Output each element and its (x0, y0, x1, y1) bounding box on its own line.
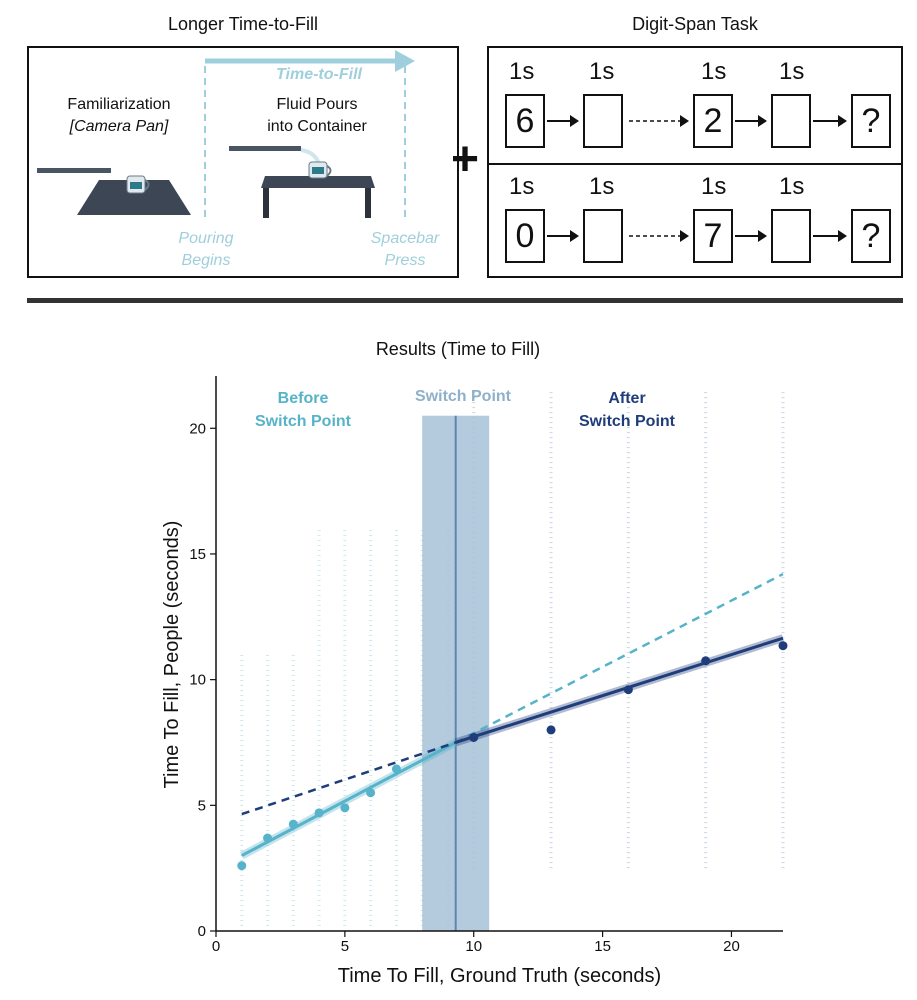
blank-digit-box (583, 209, 623, 263)
x-tick-label: 20 (723, 938, 740, 955)
time-to-fill-arrow-label: Time-to-Fill (276, 66, 362, 83)
y-tick-label: 15 (189, 546, 206, 563)
pouring-scene (229, 146, 375, 218)
section-divider (27, 298, 903, 303)
mean-data-point (701, 656, 711, 666)
row-divider (489, 163, 901, 165)
switch-point-annotation: Switch Point (415, 388, 512, 405)
sequence-arrows (547, 230, 847, 242)
familiarization-scene (37, 168, 191, 215)
x-tick-label: 15 (594, 938, 611, 955)
mean-data-point (778, 641, 788, 651)
before-switch-annotation: Switch Point (255, 413, 352, 430)
x-tick-label: 5 (341, 938, 349, 955)
mean-data-point (340, 803, 350, 813)
recall-prompt-box: ? (851, 209, 891, 263)
mean-data-point (288, 819, 298, 829)
left-panel-title: Longer Time-to-Fill (167, 14, 319, 34)
duration-label: 1s (779, 58, 805, 85)
duration-label: 1s (701, 173, 727, 200)
before-switch-annotation: Before (278, 390, 329, 407)
y-tick-label: 20 (189, 420, 206, 437)
y-axis-label: Time To Fill, People (seconds) (161, 521, 183, 789)
duration-label: 1s (779, 173, 805, 200)
digit-box: 0 (505, 209, 545, 263)
duration-label: 1s (509, 58, 535, 85)
after-switch-annotation: After (608, 390, 645, 407)
plus-sign: + (450, 133, 480, 186)
digit-box: 2 (693, 94, 733, 148)
mean-data-point (546, 725, 556, 735)
mean-data-point (623, 685, 633, 695)
x-tick-label: 10 (465, 938, 482, 955)
results-chart: Results (Time to Fill) 0 5 10 15 20 0 5 10 15 20 Ti… (161, 339, 788, 987)
y-tick-label: 0 (198, 923, 206, 940)
before-extrapolation-line (455, 572, 784, 744)
blank-digit-box (583, 94, 623, 148)
mean-data-point (314, 808, 324, 818)
mean-data-point (391, 764, 401, 774)
mean-data-point (237, 861, 247, 871)
time-to-fill-arrow (204, 50, 415, 218)
fluid-pours-label: Fluid Pours into Container (267, 96, 367, 135)
mean-data-point (366, 788, 376, 798)
digit-span-panel: 1s 1s 1s 1s 6 2? 1s 1s 1s 1s 0 7? (487, 46, 903, 278)
mean-data-point (469, 732, 479, 742)
after-extrapolation-line (241, 741, 457, 816)
x-axis-label: Time To Fill, Ground Truth (seconds) (338, 965, 661, 987)
chart-title: Results (Time to Fill) (376, 339, 540, 359)
duration-label: 1s (589, 173, 615, 200)
pouring-begins-label: Pouring Begins (178, 230, 234, 269)
sequence-arrows (547, 115, 847, 127)
y-tick-label: 10 (189, 672, 206, 689)
digit-row: 1s 1s 1s 1s 6 2? (489, 48, 901, 161)
blank-digit-box (771, 209, 811, 263)
duration-label: 1s (509, 173, 535, 200)
spacebar-press-label: Spacebar Press (370, 230, 440, 269)
recall-prompt-box: ? (851, 94, 891, 148)
digit-box: 6 (505, 94, 545, 148)
mean-data-point (263, 833, 273, 843)
right-panel-title: Digit-Span Task (632, 14, 758, 34)
blank-digit-box (771, 94, 811, 148)
time-to-fill-panel: Time-to-Fill Familiarization [Camera Pan… (27, 46, 459, 278)
after-fit-line (455, 636, 784, 744)
familiarization-label: Familiarization [Camera Pan] (67, 96, 171, 135)
digit-box: 7 (693, 209, 733, 263)
duration-label: 1s (589, 58, 615, 85)
duration-label: 1s (701, 58, 727, 85)
y-tick-label: 5 (198, 797, 206, 814)
digit-row: 1s 1s 1s 1s 0 7? (489, 163, 901, 276)
before-fit-line (241, 741, 457, 857)
after-switch-annotation: Switch Point (579, 413, 676, 430)
x-tick-label: 0 (212, 938, 220, 955)
